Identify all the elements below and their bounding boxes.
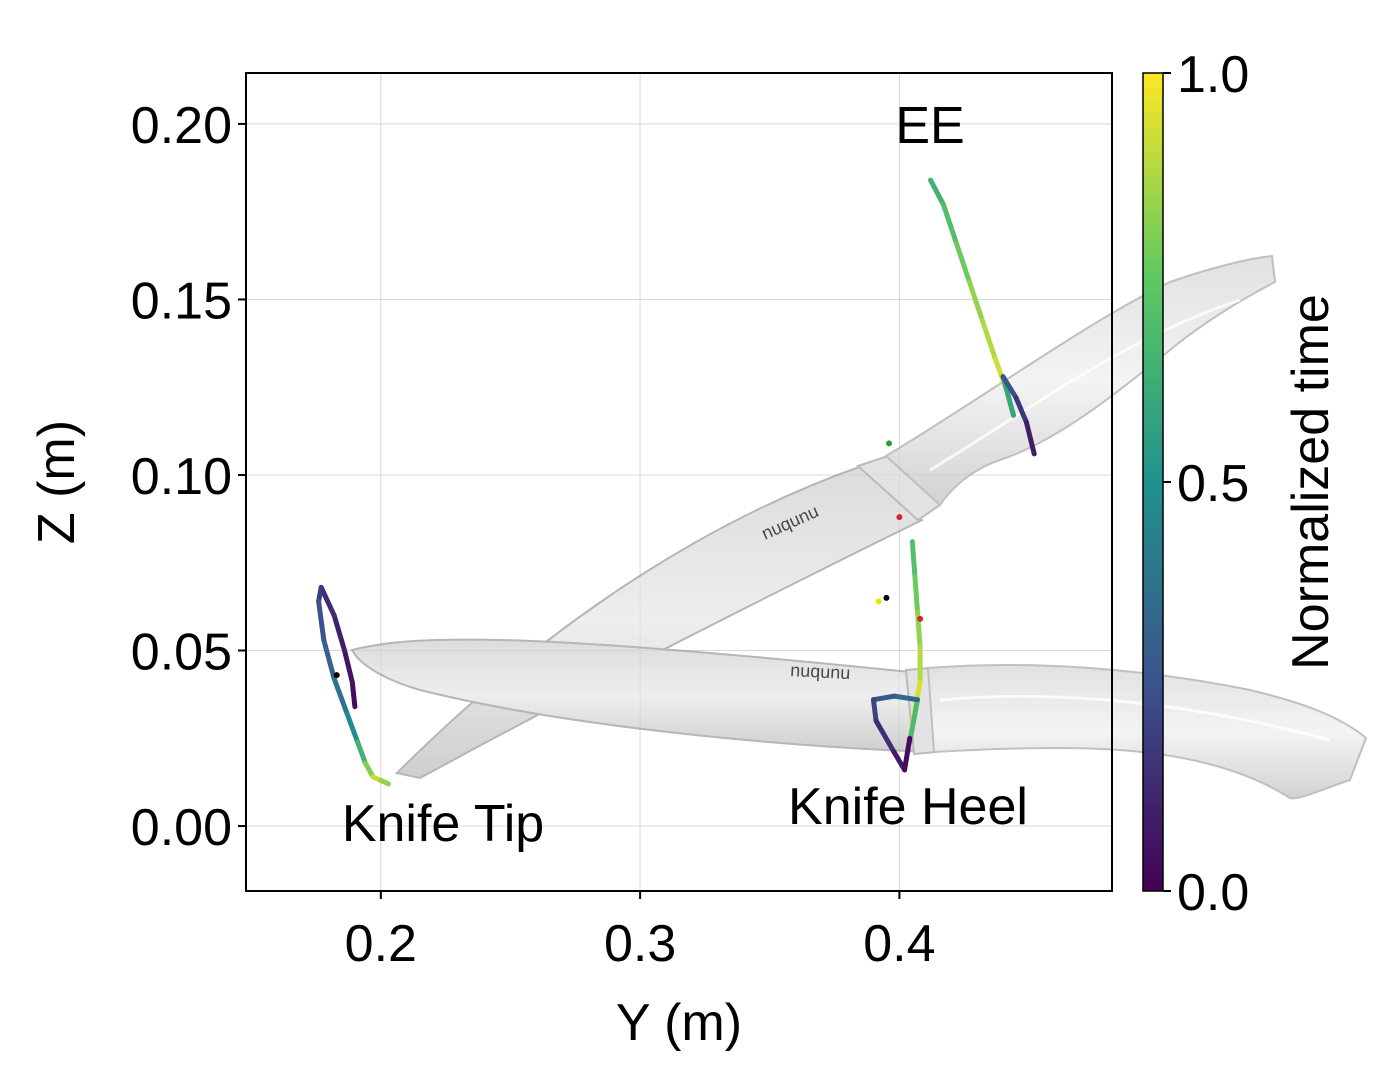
marker-point xyxy=(333,672,340,679)
trajectory-segment xyxy=(349,679,358,710)
trajectory-segment xyxy=(909,539,918,580)
grid-lines xyxy=(246,73,1112,891)
knife-horizontal-blade xyxy=(350,638,930,754)
markers xyxy=(333,440,924,679)
annotation-ee: EE xyxy=(895,97,964,155)
knife-tip-trajectory xyxy=(316,584,392,787)
trajectory-segment xyxy=(940,202,959,246)
plot-frame xyxy=(245,72,1113,892)
colorbar-tick-label: 0.5 xyxy=(1177,455,1249,513)
marker-point xyxy=(875,598,882,605)
trajectory-segment xyxy=(1023,419,1037,457)
knife-diagonal-handle xyxy=(884,254,1277,507)
blade-brand-text: nuqunu xyxy=(790,660,851,683)
trajectory-segment xyxy=(928,177,946,208)
colorbar-label: Normalized time xyxy=(1282,294,1340,670)
marker-point xyxy=(883,594,890,601)
trajectory-segment xyxy=(907,697,921,745)
trajectory-segment xyxy=(331,612,348,654)
y-tick-label: 0.15 xyxy=(131,272,232,330)
trajectory-segment xyxy=(342,648,355,685)
x-tick-label: 0.4 xyxy=(863,915,935,973)
colorbar-ticks: 0.0 0.5 1.0 xyxy=(1163,46,1249,922)
x-tick-label: 0.3 xyxy=(604,915,676,973)
y-axis-label: Z (m) xyxy=(28,420,86,544)
y-tick-label: 0.20 xyxy=(131,97,232,155)
y-tick-label: 0.00 xyxy=(131,799,232,857)
y-tick-label: 0.10 xyxy=(131,448,232,506)
colorbar-tick-label: 0.0 xyxy=(1177,864,1249,922)
y-tick-label: 0.05 xyxy=(131,624,232,682)
trajectory-segment xyxy=(1013,395,1029,425)
trajectory-segment xyxy=(344,711,360,745)
trajectory-segment xyxy=(912,574,921,615)
trajectory-segment xyxy=(870,693,897,703)
colorbar-tick-label: 1.0 xyxy=(1177,46,1249,104)
trajectory-segment xyxy=(354,739,368,766)
trajectory-segment xyxy=(318,584,337,618)
x-ticks: 0.2 0.3 0.4 xyxy=(345,891,936,973)
colorbar xyxy=(1142,72,1164,892)
ee-trajectory xyxy=(928,177,1037,457)
trajectory-segment xyxy=(873,718,897,755)
annotation-knife-tip: Knife Tip xyxy=(342,795,544,853)
marker-point xyxy=(917,615,924,622)
trajectory-segment xyxy=(902,735,913,773)
trajectory-segment xyxy=(378,777,392,787)
x-axis-label: Y (m) xyxy=(616,994,742,1052)
trajectory-segment xyxy=(331,676,350,717)
trajectory-segment xyxy=(966,279,985,324)
trajectory-segment xyxy=(362,760,376,780)
trajectory-segment xyxy=(953,240,972,285)
trajectory-segment xyxy=(316,598,327,643)
trajectory-segment xyxy=(979,318,998,362)
trajectory-segment xyxy=(870,697,879,724)
y-ticks: 0.00 0.05 0.10 0.15 0.20 xyxy=(131,97,246,857)
trajectory-segment xyxy=(321,637,337,682)
trajectory-segment xyxy=(891,693,921,703)
trajectory-segment xyxy=(1000,374,1019,401)
knife-overlay: nuqunu nuqunu xyxy=(350,254,1368,800)
x-tick-label: 0.2 xyxy=(345,915,417,973)
marker-point xyxy=(896,514,903,521)
marker-point xyxy=(886,440,893,447)
annotation-knife-heel: Knife Heel xyxy=(788,778,1028,836)
